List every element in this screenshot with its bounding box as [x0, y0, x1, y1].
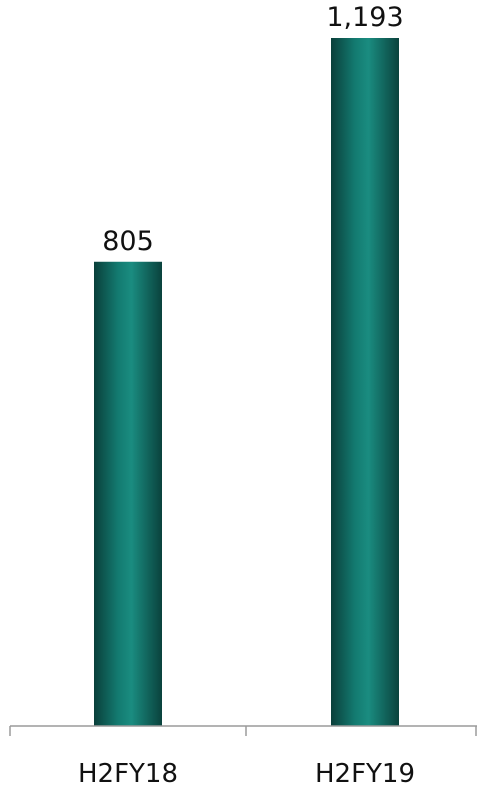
x-axis: H2FY18 H2FY19	[9, 725, 477, 787]
x-tick-label-h2fy18: H2FY18	[78, 759, 178, 787]
data-label-h2fy18: 805	[102, 226, 154, 257]
data-label-h2fy19: 1,193	[326, 2, 403, 33]
bar-h2fy18	[94, 261, 162, 726]
bar-h2fy19	[331, 38, 399, 726]
data-labels-group: 805 1,193	[102, 2, 403, 257]
bars-group	[94, 38, 399, 726]
x-tick-label-h2fy19: H2FY19	[315, 759, 415, 787]
